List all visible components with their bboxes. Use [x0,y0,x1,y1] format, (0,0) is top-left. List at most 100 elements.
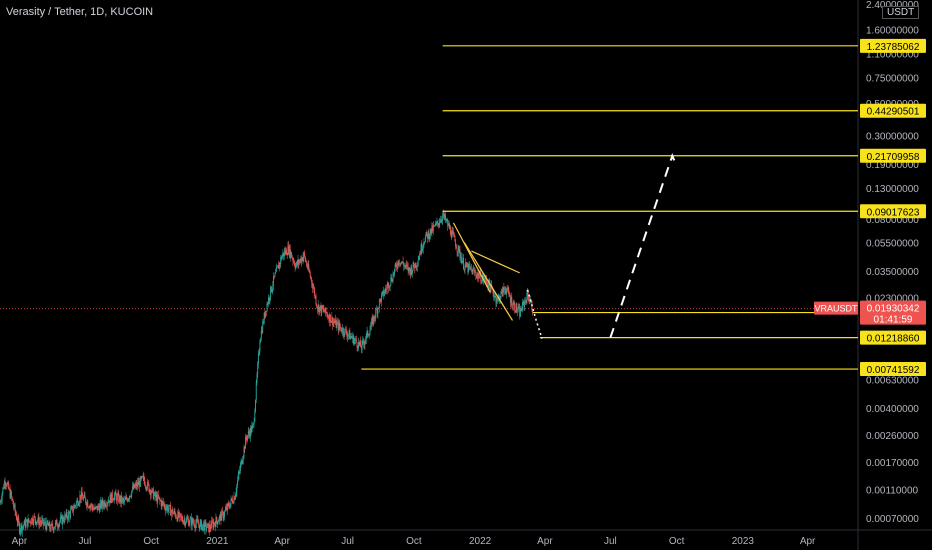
candle-body [28,518,30,522]
candle-body [37,516,39,522]
candle-body [315,295,317,305]
candle-body [525,300,526,302]
candle-body [258,351,260,354]
candle-body [319,307,321,313]
candle-body [176,517,178,521]
candle-body [108,500,110,503]
candle-body [399,263,401,265]
candle-body [318,304,320,313]
candle-body [433,225,435,227]
level-label: 0.44290501 [867,107,920,118]
candle-body [480,271,482,282]
candle-body [62,516,64,525]
candle-body [210,528,212,529]
candle-body [106,503,108,507]
candle-body [76,500,78,503]
candle-body [199,521,201,529]
candle-body [94,506,96,510]
candle-body [182,520,184,524]
candle-body [486,279,488,284]
candle-body [348,330,350,335]
candle-body [458,246,459,253]
candle-body [138,481,140,486]
candle-body [22,525,24,527]
candle-body [103,504,105,507]
candle-body [275,271,277,274]
candle-body [445,214,447,221]
candle-body [257,353,259,364]
candle-body [398,260,400,264]
candle-body [102,500,104,505]
candle-body [219,514,221,517]
candle-body [494,296,495,298]
candle-body [201,525,203,530]
candle-body [174,510,176,514]
candle-body [376,309,378,314]
y-tick-label: 0.05500000 [866,238,919,249]
candle-body [69,513,71,518]
candle-body [507,287,508,291]
candle-body [421,244,423,251]
y-tick-label: 0.00070000 [866,514,919,525]
candle-body [314,295,316,297]
candle-body [411,270,413,274]
candle-body [181,516,183,521]
candle-body [360,340,362,348]
candle-body [386,285,388,290]
candle-body [373,316,375,319]
candle-body [39,521,41,526]
candle-body [231,498,233,500]
candle-body [64,514,66,522]
candle-body [7,482,9,484]
candle-body [340,327,341,328]
candle-body [360,347,362,350]
candle-body [246,437,248,440]
candle-body [267,303,269,305]
candle-body [191,518,193,526]
candle-body [187,518,189,520]
candle-body [131,490,133,497]
candle-body [388,283,390,289]
candle-body [281,255,283,260]
candle-body [503,287,505,290]
candle-body [237,480,238,485]
candle-body [518,307,520,309]
candle-body [126,497,128,500]
candle-body [160,500,161,502]
candle-body [116,495,118,502]
candle-body [173,512,174,515]
candle-body [387,283,389,286]
candle-body [113,495,115,500]
candle-body [288,246,290,254]
candle-body [252,424,254,426]
candle-body [43,523,45,525]
candle-body [288,245,290,254]
candle-body [527,292,529,295]
candle-body [83,497,84,500]
candle-body [131,486,133,491]
candle-body [201,520,202,530]
candle-body [67,512,69,520]
candle-body [332,316,333,326]
candle-body [5,483,7,486]
candle-body [100,500,102,504]
candle-body [429,235,431,239]
projection-dip [526,289,543,339]
candle-body [477,273,479,275]
candle-body [422,248,423,251]
x-tick-label: Apr [12,536,28,547]
candle-body [275,267,277,272]
candle-body [61,515,63,525]
candle-body [526,292,528,303]
x-tick-label: Jul [79,536,92,547]
currency-badge[interactable]: USDT [882,6,920,19]
y-tick-label: 0.00110000 [866,486,919,497]
candle-body [194,526,196,528]
candle-body [259,342,261,352]
candle-body [86,501,88,506]
candle-body [297,259,299,265]
candle-body [71,506,73,508]
candle-body [193,523,195,527]
candle-body [46,520,48,530]
